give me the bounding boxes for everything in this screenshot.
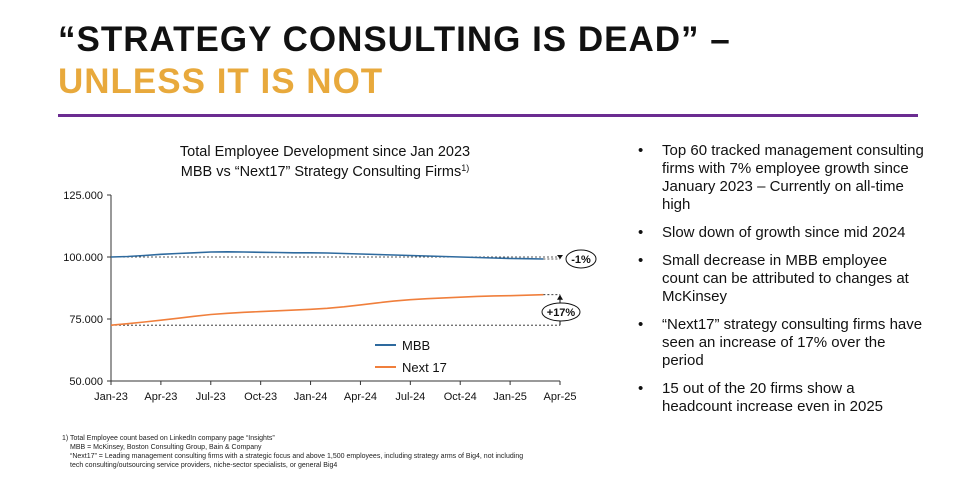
- change-arrow-head: [557, 294, 563, 300]
- chart-subtitle: MBB vs “Next17” Strategy Consulting Firm…: [181, 163, 469, 180]
- footnote-line: MBB = McKinsey, Boston Consulting Group,…: [70, 444, 262, 451]
- change-label-ellipse: [541, 302, 581, 322]
- employee-development-chart: Total Employee Development since Jan 202…: [63, 144, 597, 403]
- chart-annotations: -1% +17%: [541, 249, 597, 326]
- y-tick-label: 100.000: [63, 252, 103, 264]
- legend-label: Next 17: [402, 360, 447, 375]
- change-arrow-head: [557, 254, 563, 259]
- y-tick-label: 50.000: [69, 376, 103, 388]
- y-tick-label: 125.000: [63, 190, 103, 202]
- footnote-line: 1) Total Employee count based on LinkedI…: [62, 435, 275, 442]
- chart-subtitle-text: MBB vs “Next17” Strategy Consulting Firm…: [181, 164, 461, 180]
- footnotes: 1) Total Employee count based on LinkedI…: [62, 434, 622, 470]
- chart-title: Total Employee Development since Jan 202…: [180, 144, 470, 160]
- change-label-ellipse: [565, 249, 597, 269]
- chart-subtitle-footnote-mark: 1): [461, 163, 469, 173]
- x-tick-label: Apr-24: [344, 391, 377, 403]
- x-tick-label: Jan-25: [493, 391, 527, 403]
- footnote-line: tech consulting/outsourcing service prov…: [70, 462, 338, 469]
- bullet-item: 15 out of the 20 firms show a headcount …: [636, 380, 926, 416]
- x-tick-label: Jan-24: [294, 391, 328, 403]
- x-tick-label: Oct-23: [244, 391, 277, 403]
- x-tick-label: Apr-25: [543, 391, 576, 403]
- bullet-item: Slow down of growth since mid 2024: [636, 224, 926, 242]
- bullet-item: Top 60 tracked management consulting fir…: [636, 142, 926, 214]
- bullet-item: “Next17” strategy consulting firms have …: [636, 316, 926, 370]
- chart-series: [110, 251, 544, 326]
- key-findings-list: Top 60 tracked management consulting fir…: [636, 142, 926, 426]
- footnote-line: “Next17” = Leading management consulting…: [70, 453, 524, 460]
- title-divider: [58, 114, 918, 117]
- x-tick-label: Jul-24: [395, 391, 425, 403]
- series-line-next17: [110, 293, 544, 326]
- x-tick-label: Jan-23: [94, 391, 128, 403]
- slide-title-line-2: UNLESS IT IS NOT: [58, 62, 384, 101]
- series-line-mbb: [110, 251, 544, 260]
- slide-title-line-1: “STRATEGY CONSULTING IS DEAD” –: [58, 20, 731, 59]
- change-label: -1%: [571, 254, 591, 266]
- change-label: +17%: [547, 307, 576, 319]
- chart-legend: MBB Next 17: [375, 338, 447, 375]
- x-tick-label: Oct-24: [444, 391, 477, 403]
- chart-axes: 50.000 75.000 100.000 125.000 Jan-23 Apr-23 Ju…: [63, 190, 576, 403]
- x-tick-label: Jul-23: [196, 391, 226, 403]
- x-tick-label: Apr-23: [144, 391, 177, 403]
- legend-label: MBB: [402, 338, 430, 353]
- bullet-item: Small decrease in MBB employee count can…: [636, 252, 926, 306]
- y-tick-label: 75.000: [69, 314, 103, 326]
